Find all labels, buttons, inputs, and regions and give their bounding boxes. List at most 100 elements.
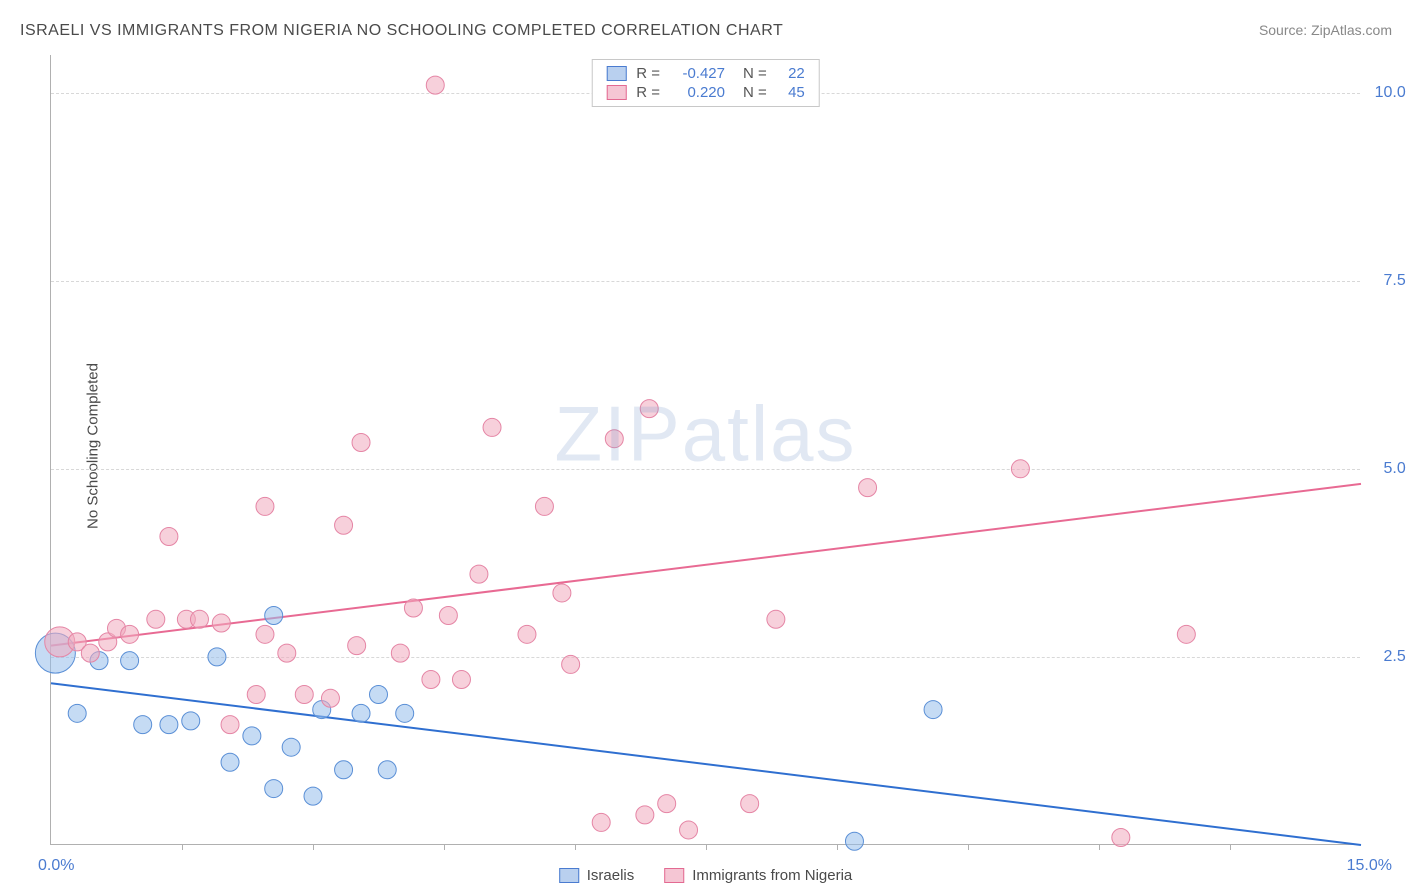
legend-series-item: Immigrants from Nigeria [664, 867, 852, 884]
data-point-nigeria [636, 806, 654, 824]
data-point-nigeria [81, 644, 99, 662]
legend-swatch [606, 66, 626, 81]
legend-swatch [664, 868, 684, 883]
legend-stats: R = -0.427 N = 22 R = 0.220 N = 45 [591, 59, 820, 107]
x-origin-label: 0.0% [38, 857, 74, 875]
regression-line-nigeria [51, 484, 1361, 646]
regression-line-israelis [51, 683, 1361, 845]
data-point-nigeria [147, 610, 165, 628]
legend-series-label: Israelis [587, 867, 635, 884]
plot-area: 2.5%5.0%7.5%10.0% ZIPatlas R =-0.427N =2… [50, 55, 1360, 845]
data-point-nigeria [562, 655, 580, 673]
data-point-nigeria [348, 637, 366, 655]
data-point-nigeria [859, 479, 877, 497]
data-point-israelis [378, 761, 396, 779]
source-prefix: Source: [1259, 22, 1311, 38]
legend-r-label: R = [636, 65, 660, 82]
data-point-nigeria [767, 610, 785, 628]
data-point-nigeria [605, 430, 623, 448]
legend-stat-row: R = -0.427 N = 22 [606, 65, 805, 82]
data-point-nigeria [535, 497, 553, 515]
legend-n-label: N = [743, 84, 767, 101]
data-point-israelis [121, 652, 139, 670]
x-tick [968, 844, 969, 850]
x-tick [313, 844, 314, 850]
data-point-nigeria [278, 644, 296, 662]
data-point-nigeria [321, 689, 339, 707]
x-tick [575, 844, 576, 850]
data-point-israelis [370, 686, 388, 704]
legend-n-label: N = [743, 65, 767, 82]
data-point-israelis [265, 780, 283, 798]
data-point-nigeria [212, 614, 230, 632]
data-point-israelis [182, 712, 200, 730]
source-name: ZipAtlas.com [1311, 22, 1392, 38]
legend-r-value: 0.220 [670, 84, 725, 101]
data-point-israelis [282, 738, 300, 756]
legend-r-label: R = [636, 84, 660, 101]
x-end-label: 15.0% [1347, 857, 1392, 875]
data-point-nigeria [1011, 460, 1029, 478]
legend-stat-row: R = 0.220 N = 45 [606, 84, 805, 101]
data-point-israelis [160, 716, 178, 734]
y-tick-label: 7.5% [1368, 272, 1406, 290]
data-point-nigeria [640, 400, 658, 418]
data-point-nigeria [470, 565, 488, 583]
data-point-nigeria [247, 686, 265, 704]
legend-series: Israelis Immigrants from Nigeria [559, 867, 853, 884]
legend-r-value: -0.427 [670, 65, 725, 82]
x-tick [1230, 844, 1231, 850]
data-point-nigeria [221, 716, 239, 734]
data-point-nigeria [391, 644, 409, 662]
data-point-nigeria [352, 433, 370, 451]
data-point-israelis [221, 753, 239, 771]
data-point-israelis [924, 701, 942, 719]
data-point-israelis [134, 716, 152, 734]
source-credit: Source: ZipAtlas.com [1259, 22, 1392, 38]
data-point-israelis [68, 704, 86, 722]
x-tick [444, 844, 445, 850]
x-tick [706, 844, 707, 850]
data-point-nigeria [295, 686, 313, 704]
data-point-nigeria [439, 607, 457, 625]
y-tick-label: 10.0% [1368, 84, 1406, 102]
data-point-nigeria [553, 584, 571, 602]
x-tick [1099, 844, 1100, 850]
data-point-israelis [265, 607, 283, 625]
legend-n-value: 22 [777, 65, 805, 82]
data-point-nigeria [121, 625, 139, 643]
legend-n-value: 45 [777, 84, 805, 101]
x-tick [182, 844, 183, 850]
legend-swatch [606, 85, 626, 100]
legend-swatch [559, 868, 579, 883]
data-point-nigeria [1112, 828, 1130, 846]
data-point-nigeria [680, 821, 698, 839]
data-point-nigeria [592, 813, 610, 831]
scatter-svg [51, 55, 1360, 844]
legend-series-label: Immigrants from Nigeria [692, 867, 852, 884]
data-point-nigeria [741, 795, 759, 813]
data-point-nigeria [518, 625, 536, 643]
chart-title: ISRAELI VS IMMIGRANTS FROM NIGERIA NO SC… [20, 22, 783, 40]
data-point-israelis [335, 761, 353, 779]
data-point-nigeria [426, 76, 444, 94]
data-point-nigeria [256, 497, 274, 515]
data-point-israelis [396, 704, 414, 722]
data-point-nigeria [658, 795, 676, 813]
data-point-israelis [845, 832, 863, 850]
data-point-nigeria [256, 625, 274, 643]
data-point-israelis [208, 648, 226, 666]
y-tick-label: 2.5% [1368, 648, 1406, 666]
chart-container: ISRAELI VS IMMIGRANTS FROM NIGERIA NO SC… [0, 0, 1406, 892]
data-point-nigeria [422, 670, 440, 688]
data-point-nigeria [190, 610, 208, 628]
data-point-nigeria [483, 418, 501, 436]
data-point-nigeria [1177, 625, 1195, 643]
data-point-nigeria [452, 670, 470, 688]
x-tick [837, 844, 838, 850]
data-point-israelis [352, 704, 370, 722]
data-point-nigeria [335, 516, 353, 534]
data-point-israelis [243, 727, 261, 745]
data-point-israelis [304, 787, 322, 805]
legend-series-item: Israelis [559, 867, 635, 884]
